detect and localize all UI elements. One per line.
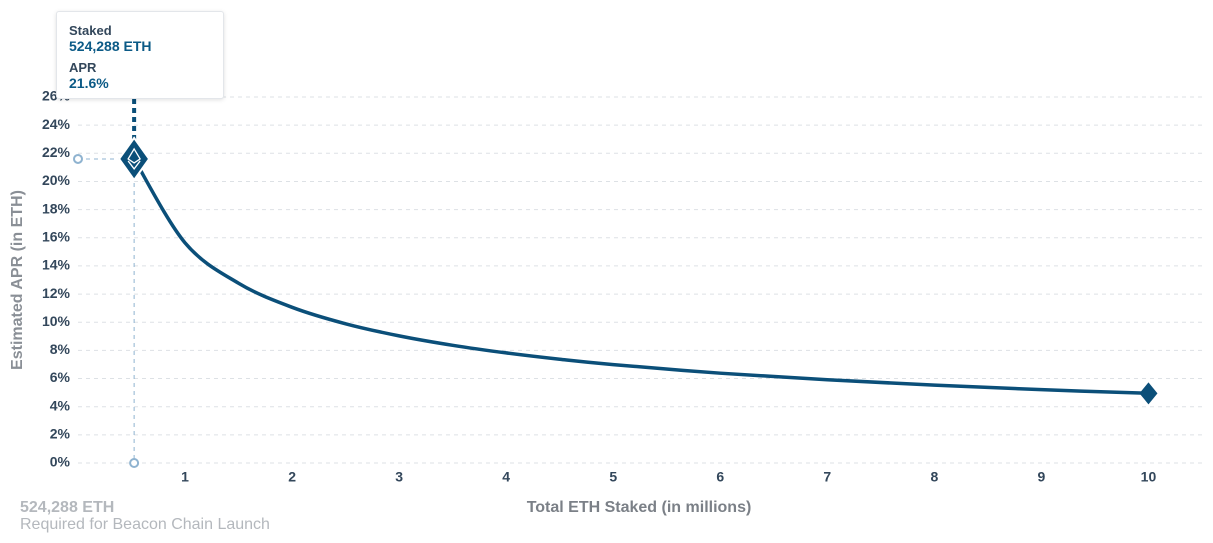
- y-tick-label: 6%: [50, 369, 71, 385]
- tooltip-label: Staked: [69, 23, 112, 38]
- x-tick-label: 7: [823, 469, 831, 485]
- crosshair-end: [73, 153, 83, 164]
- y-tick-label: 18%: [42, 200, 71, 216]
- x-tick-label: 4: [502, 469, 510, 485]
- x-tick-label: 5: [609, 469, 617, 485]
- y-tick-label: 24%: [42, 116, 71, 132]
- y-tick-label: 12%: [42, 285, 71, 301]
- annotation-text: Required for Beacon Chain Launch: [20, 516, 270, 533]
- y-axis-title: Estimated APR (in ETH): [9, 190, 26, 370]
- eth-icon: [127, 147, 142, 171]
- y-tick-label: 22%: [42, 144, 71, 160]
- line: [132, 158, 1149, 396]
- y-tick-label: 14%: [42, 257, 71, 273]
- tooltip-value: 524,288 ETH: [69, 38, 152, 54]
- tooltip-value: 21.6%: [69, 75, 109, 91]
- x-axis-title: Total ETH Staked (in millions): [527, 499, 752, 516]
- crosshair-end: [129, 458, 140, 468]
- y-tick-label: 8%: [50, 341, 71, 357]
- y-tick-label: 20%: [42, 172, 71, 188]
- end-marker: [1139, 382, 1158, 405]
- x-tick-label: 9: [1038, 469, 1046, 485]
- point-marker: [117, 136, 151, 182]
- y-tick-label: 4%: [50, 397, 71, 413]
- x-tick-label: 1: [181, 469, 189, 485]
- tooltip: Staked 524,288 ETH APR 21.6%: [56, 11, 224, 99]
- y-tick-label: 16%: [42, 228, 71, 244]
- tooltip-label: APR: [69, 60, 97, 75]
- y-tick-label: 0%: [50, 454, 71, 470]
- y-tick-label: 10%: [42, 313, 71, 329]
- x-tick-label: 6: [716, 469, 724, 485]
- x-tick-label: 3: [395, 469, 403, 485]
- x-tick-label: 2: [288, 469, 296, 485]
- x-tick-label: 8: [930, 469, 938, 485]
- y-tick-label: 2%: [50, 426, 71, 442]
- x-tick-label: 10: [1141, 469, 1157, 485]
- annotation-value: 524,288 ETH: [20, 499, 114, 516]
